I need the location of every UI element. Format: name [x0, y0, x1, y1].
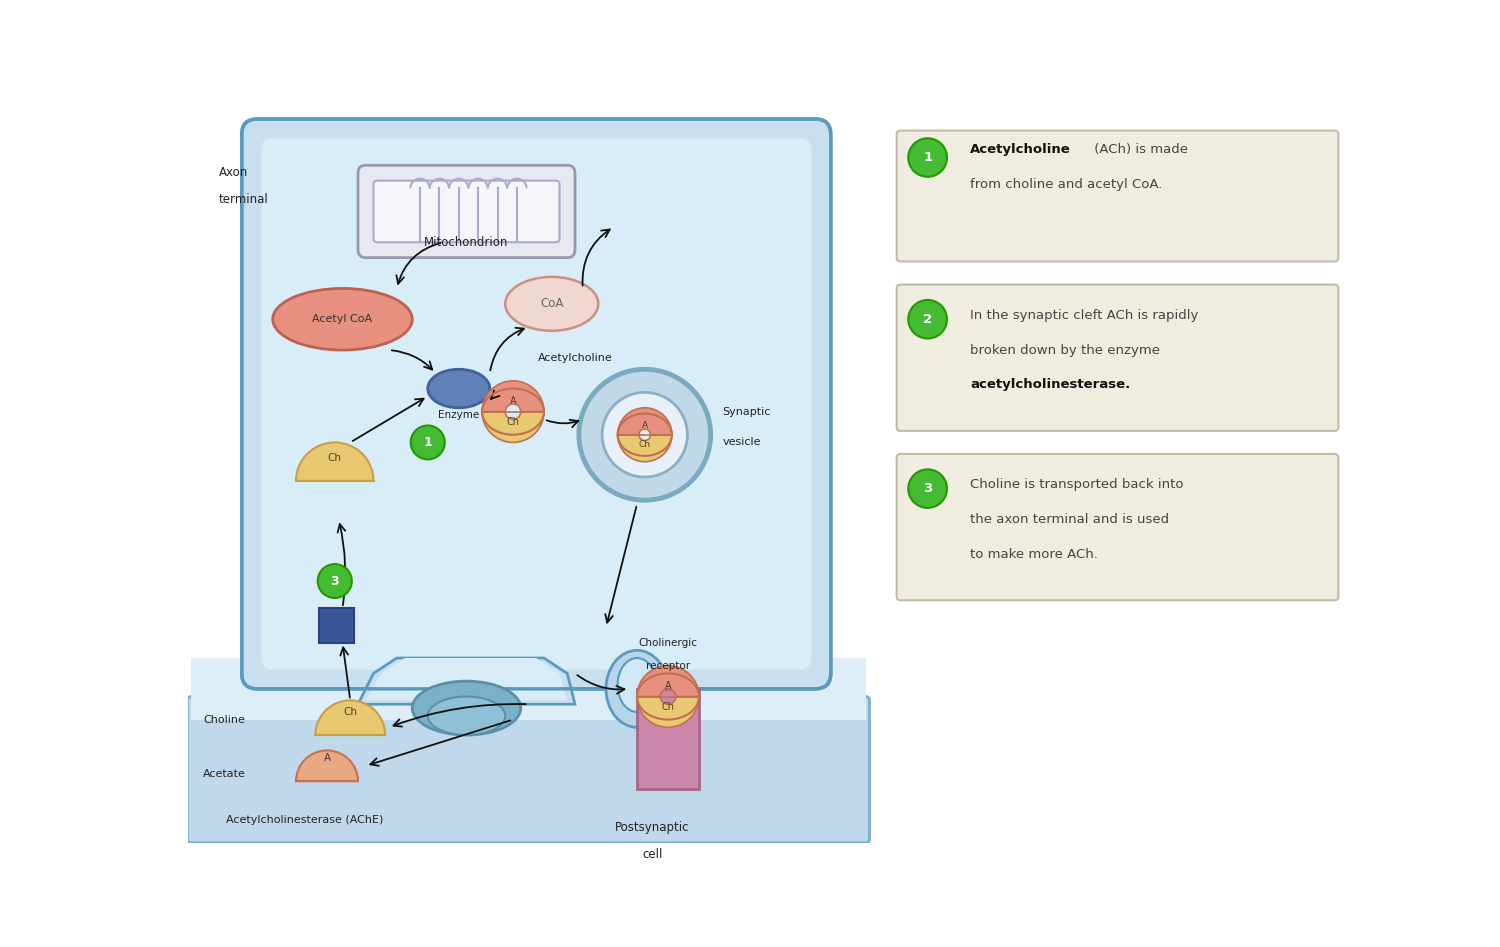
- Text: Ch: Ch: [507, 417, 519, 427]
- Wedge shape: [315, 701, 386, 735]
- Text: Axon: Axon: [219, 167, 248, 179]
- Polygon shape: [358, 658, 574, 705]
- FancyBboxPatch shape: [374, 181, 560, 242]
- Text: Postsynaptic: Postsynaptic: [615, 821, 690, 834]
- Text: acetylcholinesterase.: acetylcholinesterase.: [970, 378, 1131, 391]
- FancyBboxPatch shape: [242, 119, 831, 688]
- FancyBboxPatch shape: [897, 454, 1338, 600]
- Text: 2: 2: [922, 313, 932, 326]
- Text: terminal: terminal: [219, 193, 268, 206]
- Circle shape: [318, 564, 352, 598]
- Circle shape: [908, 300, 946, 338]
- Text: Synaptic: Synaptic: [723, 406, 771, 417]
- Text: A: A: [664, 681, 672, 691]
- Text: 3: 3: [922, 482, 933, 495]
- Text: In the synaptic cleft ACh is rapidly: In the synaptic cleft ACh is rapidly: [970, 309, 1198, 322]
- Text: Acetylcholinesterase (AChE): Acetylcholinesterase (AChE): [226, 814, 384, 825]
- Text: Ch: Ch: [327, 453, 342, 463]
- Circle shape: [908, 470, 946, 508]
- Text: (ACh) is made: (ACh) is made: [1090, 143, 1188, 156]
- Text: Acetate: Acetate: [202, 769, 246, 778]
- Text: from choline and acetyl CoA.: from choline and acetyl CoA.: [970, 178, 1162, 191]
- Circle shape: [579, 369, 711, 500]
- Text: 1: 1: [423, 436, 432, 449]
- Wedge shape: [618, 408, 672, 435]
- Bar: [320, 608, 354, 643]
- Bar: [192, 658, 865, 720]
- Circle shape: [602, 392, 687, 477]
- Text: broken down by the enzyme: broken down by the enzyme: [970, 344, 1161, 356]
- Wedge shape: [296, 750, 358, 781]
- FancyBboxPatch shape: [897, 285, 1338, 431]
- Text: Cholinergic: Cholinergic: [639, 637, 698, 648]
- Text: 1: 1: [922, 151, 932, 164]
- Text: Acetylcholine: Acetylcholine: [970, 143, 1071, 156]
- Text: Ch: Ch: [662, 702, 675, 712]
- Wedge shape: [296, 442, 374, 481]
- Circle shape: [908, 138, 946, 177]
- FancyBboxPatch shape: [188, 697, 870, 843]
- FancyBboxPatch shape: [261, 138, 812, 670]
- Text: the axon terminal and is used: the axon terminal and is used: [970, 513, 1170, 526]
- Text: Ch: Ch: [344, 706, 357, 717]
- Bar: [638, 688, 699, 789]
- Text: A: A: [324, 753, 330, 763]
- Text: Ch: Ch: [639, 439, 651, 449]
- Wedge shape: [482, 412, 544, 442]
- Ellipse shape: [273, 289, 412, 350]
- Text: cell: cell: [642, 848, 663, 861]
- Text: A: A: [510, 397, 516, 406]
- Text: Choline is transported back into: Choline is transported back into: [970, 478, 1184, 491]
- Text: vesicle: vesicle: [723, 438, 760, 447]
- Text: Acetylcholine: Acetylcholine: [537, 352, 612, 363]
- Text: receptor: receptor: [646, 661, 690, 670]
- Wedge shape: [638, 666, 699, 697]
- FancyBboxPatch shape: [897, 131, 1338, 261]
- Polygon shape: [366, 658, 567, 701]
- Ellipse shape: [506, 277, 598, 331]
- Text: Mitochondrion: Mitochondrion: [424, 236, 508, 249]
- Text: Enzyme: Enzyme: [438, 410, 480, 420]
- FancyBboxPatch shape: [358, 165, 574, 258]
- Text: A: A: [642, 420, 648, 430]
- Wedge shape: [482, 381, 544, 412]
- Text: Acetyl CoA: Acetyl CoA: [312, 314, 372, 324]
- Ellipse shape: [618, 658, 657, 712]
- Text: to make more ACh.: to make more ACh.: [970, 547, 1098, 561]
- Ellipse shape: [427, 369, 489, 408]
- Text: 3: 3: [330, 575, 339, 587]
- Text: CoA: CoA: [540, 297, 564, 311]
- Circle shape: [411, 425, 446, 459]
- Ellipse shape: [606, 651, 668, 727]
- Text: Choline: Choline: [202, 715, 244, 724]
- Ellipse shape: [413, 681, 520, 735]
- Ellipse shape: [427, 697, 506, 735]
- Wedge shape: [638, 697, 699, 727]
- Wedge shape: [618, 435, 672, 462]
